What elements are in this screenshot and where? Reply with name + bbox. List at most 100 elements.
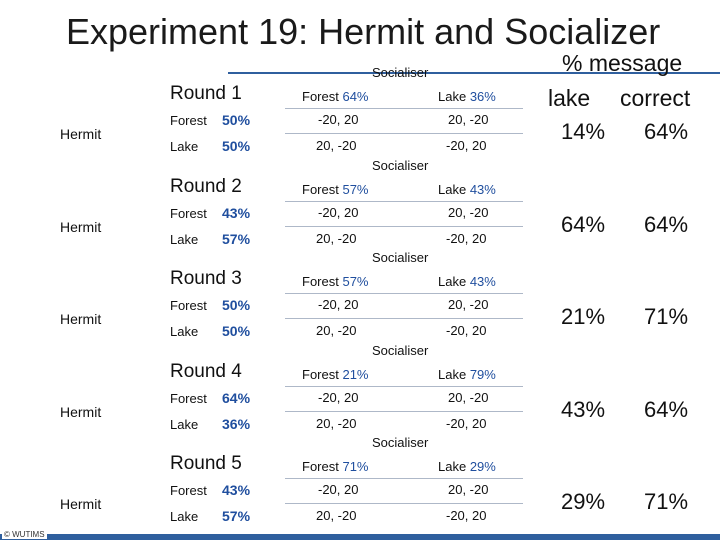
header-lake: lake: [548, 85, 591, 111]
round-title: Round 4: [170, 360, 242, 382]
option-label: Lake: [438, 459, 467, 474]
option-percent: 29%: [469, 459, 496, 474]
round-title: Round 5: [170, 453, 242, 474]
message-lake-value: 14%: [561, 119, 606, 144]
option-label: Lake: [438, 366, 467, 382]
message-lake-value: 21%: [561, 304, 606, 329]
divider: [285, 503, 523, 504]
round-title: Round 3: [170, 268, 242, 289]
socialiser-forest: Forest 57%: [302, 275, 369, 288]
option-label: Forest: [302, 89, 339, 104]
payoff-cell: 20, -20: [316, 230, 357, 246]
divider: [285, 293, 523, 294]
payoff-cell: -20, 20: [318, 297, 359, 312]
payoff-cell: -20, 20: [446, 415, 487, 431]
option-percent: 57%: [222, 508, 251, 524]
divider: [285, 133, 523, 134]
header-correct: correct: [620, 85, 691, 111]
round-title: Round 2: [170, 175, 242, 197]
option-percent: 57%: [222, 230, 251, 247]
socialiser-forest: Forest 64%: [302, 90, 369, 103]
option-label: Forest: [302, 274, 339, 289]
title-underline: [228, 72, 720, 74]
payoff-cell: 20, -20: [316, 138, 357, 153]
divider: [285, 318, 523, 319]
option-label: Lake: [438, 181, 467, 197]
payoff-cell: 20, -20: [316, 415, 357, 431]
header-message-percent: % message: [562, 50, 683, 76]
hermit-lake-row: Lake 50%: [170, 139, 250, 153]
payoff-cell: -20, 20: [318, 204, 359, 220]
hermit-label: Hermit: [60, 403, 102, 420]
payoff-cell: -20, 20: [318, 389, 359, 405]
option-label: Forest: [170, 205, 207, 221]
socialiser-lake: Lake 79%: [438, 368, 496, 381]
option-percent: 57%: [342, 181, 369, 197]
socialiser-lake: Lake 43%: [438, 275, 496, 288]
payoff-cell: -20, 20: [446, 138, 487, 153]
hermit-lake-row: Lake 57%: [170, 509, 250, 523]
option-label: Lake: [170, 139, 199, 154]
socialiser-forest: Forest 57%: [302, 183, 369, 196]
footer-bar: [0, 534, 720, 540]
hermit-forest-row: Forest 64%: [170, 391, 250, 405]
option-label: Forest: [170, 390, 207, 406]
payoff-cell: -20, 20: [318, 482, 359, 497]
socialiser-label: Socialiser: [372, 157, 429, 173]
option-percent: 50%: [222, 323, 251, 339]
option-label: Forest: [302, 181, 339, 197]
option-percent: 43%: [469, 181, 496, 197]
message-lake-value: 43%: [561, 396, 606, 422]
option-percent: 57%: [342, 274, 369, 289]
message-lake-value: 64%: [561, 211, 606, 237]
option-label: Lake: [170, 324, 199, 339]
round-title: Round 1: [170, 83, 242, 104]
hermit-forest-row: Forest 50%: [170, 113, 250, 127]
payoff-cell: 20, -20: [316, 508, 357, 523]
option-label: Forest: [302, 459, 339, 474]
page-title: Experiment 19: Hermit and Socializer: [66, 11, 661, 52]
option-percent: 79%: [469, 366, 496, 382]
hermit-forest-row: Forest 43%: [170, 206, 250, 220]
socialiser-lake: Lake 29%: [438, 460, 496, 473]
payoff-cell: -20, 20: [318, 112, 359, 127]
payoff-cell: 20, -20: [448, 389, 489, 405]
payoff-cell: -20, 20: [446, 323, 487, 338]
option-label: Forest: [302, 366, 339, 382]
divider: [285, 410, 523, 412]
hermit-label: Hermit: [60, 218, 102, 235]
divider: [285, 108, 523, 109]
option-label: Forest: [170, 483, 207, 498]
payoff-cell: 20, -20: [316, 323, 357, 338]
divider: [285, 225, 523, 227]
message-lake-value: 29%: [561, 489, 606, 514]
message-correct-value: 71%: [644, 304, 689, 329]
payoff-cell: 20, -20: [448, 112, 489, 127]
option-label: Forest: [170, 113, 207, 128]
payoff-cell: -20, 20: [446, 508, 487, 523]
socialiser-forest: Forest 21%: [302, 368, 369, 381]
socialiser-lake: Lake 36%: [438, 90, 496, 103]
divider: [285, 385, 523, 387]
option-percent: 43%: [469, 274, 496, 289]
payoff-cell: 20, -20: [448, 482, 489, 497]
hermit-label: Hermit: [60, 311, 102, 327]
socialiser-label: Socialiser: [372, 342, 429, 358]
option-percent: 50%: [222, 112, 251, 128]
option-percent: 21%: [342, 366, 369, 382]
hermit-label: Hermit: [60, 126, 102, 142]
option-label: Lake: [170, 509, 199, 524]
socialiser-label: Socialiser: [372, 250, 429, 265]
option-label: Lake: [170, 416, 199, 432]
option-percent: 36%: [469, 89, 496, 104]
hermit-lake-row: Lake 57%: [170, 232, 250, 246]
option-percent: 64%: [342, 89, 369, 104]
socialiser-label: Socialiser: [372, 65, 429, 80]
socialiser-lake: Lake 43%: [438, 183, 496, 196]
payoff-cell: 20, -20: [448, 204, 489, 220]
message-correct-value: 64%: [644, 396, 689, 422]
hermit-label: Hermit: [60, 496, 102, 512]
option-label: Forest: [170, 298, 207, 313]
socialiser-label: Socialiser: [372, 435, 429, 450]
option-percent: 36%: [222, 415, 251, 432]
